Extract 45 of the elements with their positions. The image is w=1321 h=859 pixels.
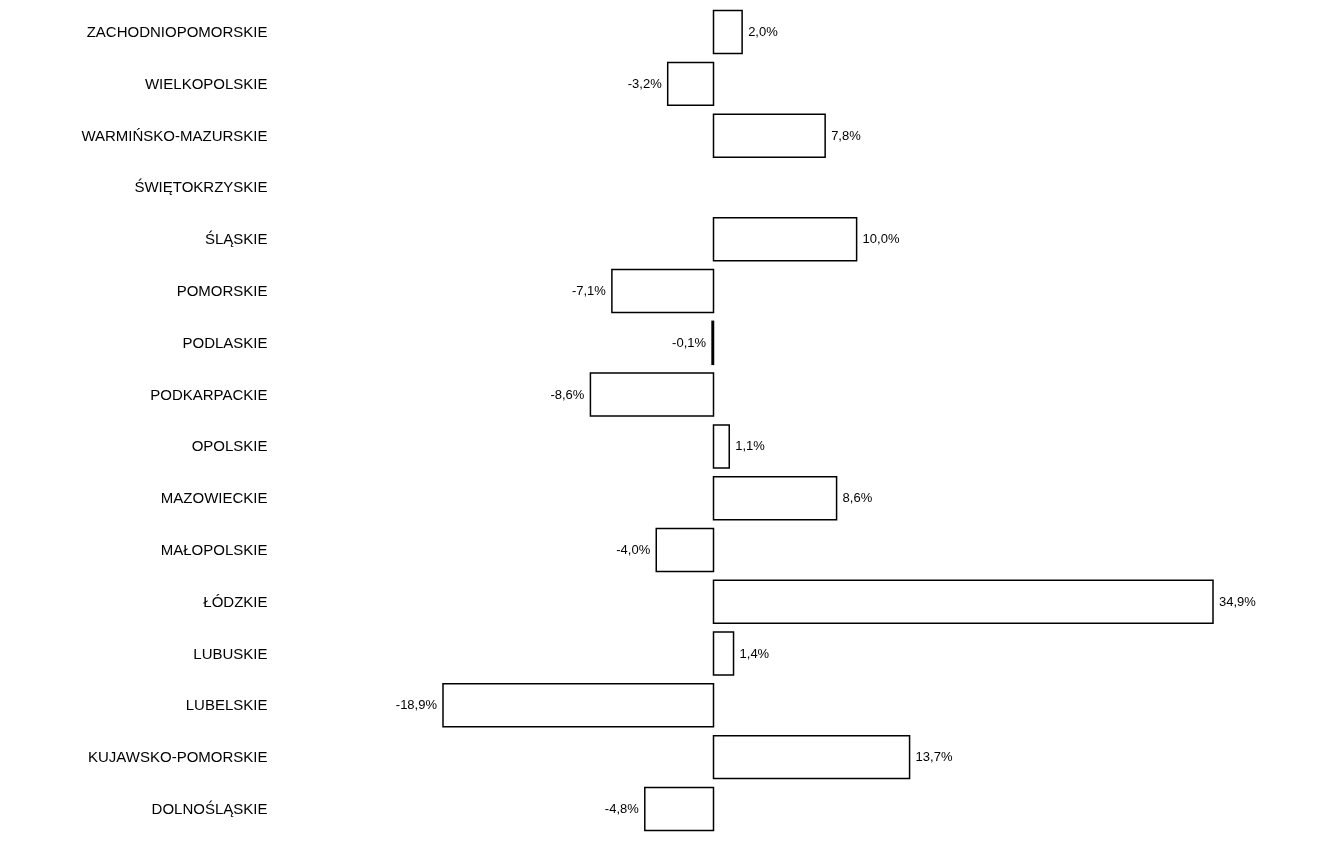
y-tick-label: LUBUSKIE xyxy=(193,644,268,662)
data-label: -4,8% xyxy=(604,800,640,816)
y-tick-label: PODKARPACKIE xyxy=(150,385,268,403)
y-tick-label: POMORSKIE xyxy=(176,282,268,300)
data-label: 8,6% xyxy=(842,490,873,506)
data-label: -4,0% xyxy=(616,541,651,557)
bar xyxy=(712,424,730,469)
data-label: 34,9% xyxy=(1219,593,1257,609)
data-label: -8,6% xyxy=(550,386,585,402)
bar xyxy=(442,683,715,728)
bar xyxy=(712,9,743,55)
y-tick-label: ZACHODNIOPOMORSKIE xyxy=(86,23,268,41)
y-tick-label: OPOLSKIE xyxy=(191,437,268,455)
y-tick-label: ŚLĄSKIE xyxy=(204,230,268,248)
y-tick-label: PODLASKIE xyxy=(182,333,268,351)
y-tick-label: ŚWIĘTOKRZYSKIE xyxy=(134,178,268,196)
bar xyxy=(712,113,826,158)
bar xyxy=(712,217,858,262)
bar xyxy=(666,61,715,107)
data-label: -7,1% xyxy=(571,283,607,299)
y-tick-label: KUJAWSKO-POMORSKIE xyxy=(88,748,268,766)
bar xyxy=(712,475,838,521)
data-label: 7,8% xyxy=(831,127,862,143)
data-label: -18,9% xyxy=(395,697,438,713)
bar xyxy=(712,579,1214,624)
y-tick-label: WARMIŃSKO-MAZURSKIE xyxy=(81,126,268,144)
y-tick-label: ŁÓDZKIE xyxy=(203,592,268,610)
y-tick-label: WIELKOPOLSKIE xyxy=(144,74,268,92)
data-label: -0,1% xyxy=(672,334,707,350)
bar xyxy=(655,527,715,573)
bar xyxy=(611,268,715,314)
y-tick-label: MAŁOPOLSKIE xyxy=(160,540,268,558)
bar xyxy=(712,734,911,780)
data-label: 1,4% xyxy=(739,645,770,661)
data-label: 1,1% xyxy=(735,438,766,454)
data-label: -3,2% xyxy=(627,75,663,91)
bar xyxy=(644,786,715,832)
y-tick-label: DOLNOŚLĄSKIE xyxy=(151,799,268,817)
data-label: 2,0% xyxy=(748,24,779,40)
y-tick-label: MAZOWIECKIE xyxy=(160,489,268,507)
bar xyxy=(589,372,715,417)
data-label: 10,0% xyxy=(862,231,900,247)
bar xyxy=(712,631,735,676)
y-tick-label: LUBELSKIE xyxy=(185,696,268,714)
data-label: 13,7% xyxy=(915,749,953,765)
